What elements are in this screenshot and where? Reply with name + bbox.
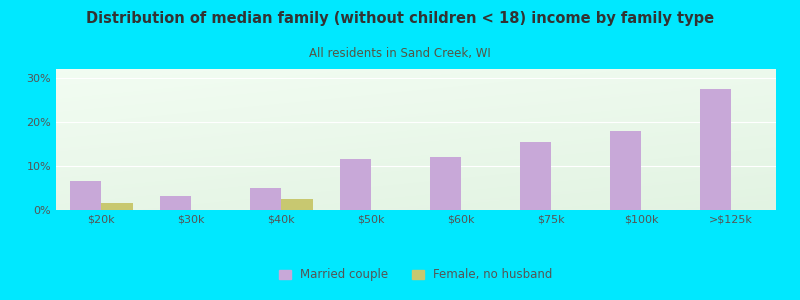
Text: All residents in Sand Creek, WI: All residents in Sand Creek, WI (309, 46, 491, 59)
Text: Distribution of median family (without children < 18) income by family type: Distribution of median family (without c… (86, 11, 714, 26)
Bar (250, 188, 281, 210)
Bar (519, 142, 551, 210)
Bar (339, 159, 371, 210)
Bar (159, 196, 191, 210)
Bar (70, 182, 101, 210)
Bar (430, 157, 461, 210)
Bar (610, 131, 641, 210)
Bar (101, 203, 133, 210)
Bar (699, 89, 731, 210)
Legend: Married couple, Female, no husband: Married couple, Female, no husband (274, 263, 558, 286)
Bar (281, 199, 313, 210)
